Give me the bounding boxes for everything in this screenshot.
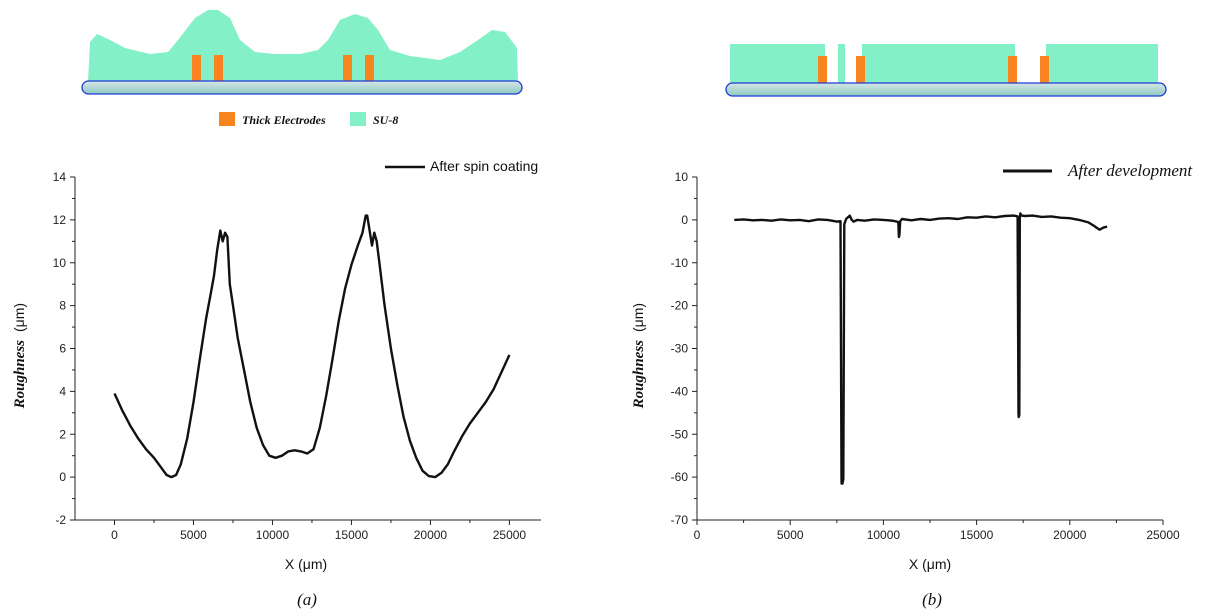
x-tick-label: 10000 xyxy=(256,528,290,542)
su8-block xyxy=(730,44,825,84)
su8-block xyxy=(862,44,1015,84)
su8-layer-a xyxy=(88,10,518,82)
legend-label-b: After development xyxy=(1067,161,1193,180)
y-tick-label: -50 xyxy=(671,427,689,441)
y-tick-label: 0 xyxy=(59,470,66,484)
y-tick-label: -40 xyxy=(671,384,689,398)
x-tick-label: 0 xyxy=(694,528,701,542)
x-tick-label: 20000 xyxy=(1053,528,1087,542)
y-tick-label: 6 xyxy=(59,342,66,356)
electrode xyxy=(1040,56,1049,84)
y-axis-title-a: Roughness xyxy=(12,340,28,410)
y-tick-label: -2 xyxy=(55,513,66,527)
x-tick-label: 5000 xyxy=(777,528,804,542)
schematic-legend: Thick Electrodes SU-8 xyxy=(219,112,398,127)
series-line xyxy=(734,212,1108,485)
substrate-b xyxy=(725,82,1167,97)
y-tick-label: 0 xyxy=(681,213,688,227)
y-tick-label: -70 xyxy=(671,513,689,527)
y-axis-unit-b: (μm) xyxy=(630,303,646,332)
series-line xyxy=(113,214,511,479)
y-tick-label: -20 xyxy=(671,299,689,313)
chart-b: After development X (μm) Roughness (μm) … xyxy=(630,161,1193,609)
legend-label-electrode: Thick Electrodes xyxy=(242,113,326,127)
x-axis-title-b: X (μm) xyxy=(909,556,951,572)
y-tick-label: 10 xyxy=(675,170,689,184)
x-tick-label: 5000 xyxy=(180,528,207,542)
x-tick-label: 25000 xyxy=(1146,528,1180,542)
substrate-a xyxy=(81,80,523,95)
legend-swatch-su8 xyxy=(350,112,366,126)
x-tick-label: 20000 xyxy=(414,528,448,542)
y-tick-label: 4 xyxy=(59,384,66,398)
y-tick-label: -30 xyxy=(671,342,689,356)
legend-label-a: After spin coating xyxy=(430,158,538,174)
y-tick-label: 14 xyxy=(53,170,67,184)
panel-label-b: (b) xyxy=(922,590,942,609)
y-tick-label: 8 xyxy=(59,299,66,313)
y-tick-label: 10 xyxy=(53,256,67,270)
su8-block xyxy=(838,44,845,84)
x-tick-label: 0 xyxy=(111,528,118,542)
x-tick-label: 25000 xyxy=(493,528,527,542)
y-axis-title-b: Roughness xyxy=(631,340,647,410)
y-tick-label: 12 xyxy=(53,213,67,227)
electrode xyxy=(343,55,352,82)
x-tick-label: 15000 xyxy=(335,528,369,542)
electrode xyxy=(192,55,201,82)
electrode xyxy=(214,55,223,82)
y-tick-label: 2 xyxy=(59,427,66,441)
panel-label-a: (a) xyxy=(297,590,317,609)
legend-swatch-electrode xyxy=(219,112,235,126)
schematic-a xyxy=(81,10,523,95)
electrode xyxy=(365,55,374,82)
x-tick-label: 15000 xyxy=(960,528,994,542)
x-axis-title-a: X (μm) xyxy=(285,556,327,572)
electrode xyxy=(856,56,865,84)
electrode xyxy=(818,56,827,84)
schematic-b xyxy=(725,44,1167,97)
y-tick-label: -60 xyxy=(671,470,689,484)
y-tick-label: -10 xyxy=(671,256,689,270)
x-tick-label: 10000 xyxy=(867,528,901,542)
chart-a: After spin coating X (μm) Roughness (μm)… xyxy=(11,158,541,609)
electrode xyxy=(1008,56,1017,84)
su8-block xyxy=(1046,44,1158,84)
y-axis-unit-a: (μm) xyxy=(11,303,27,332)
legend-label-su8: SU-8 xyxy=(373,113,398,127)
